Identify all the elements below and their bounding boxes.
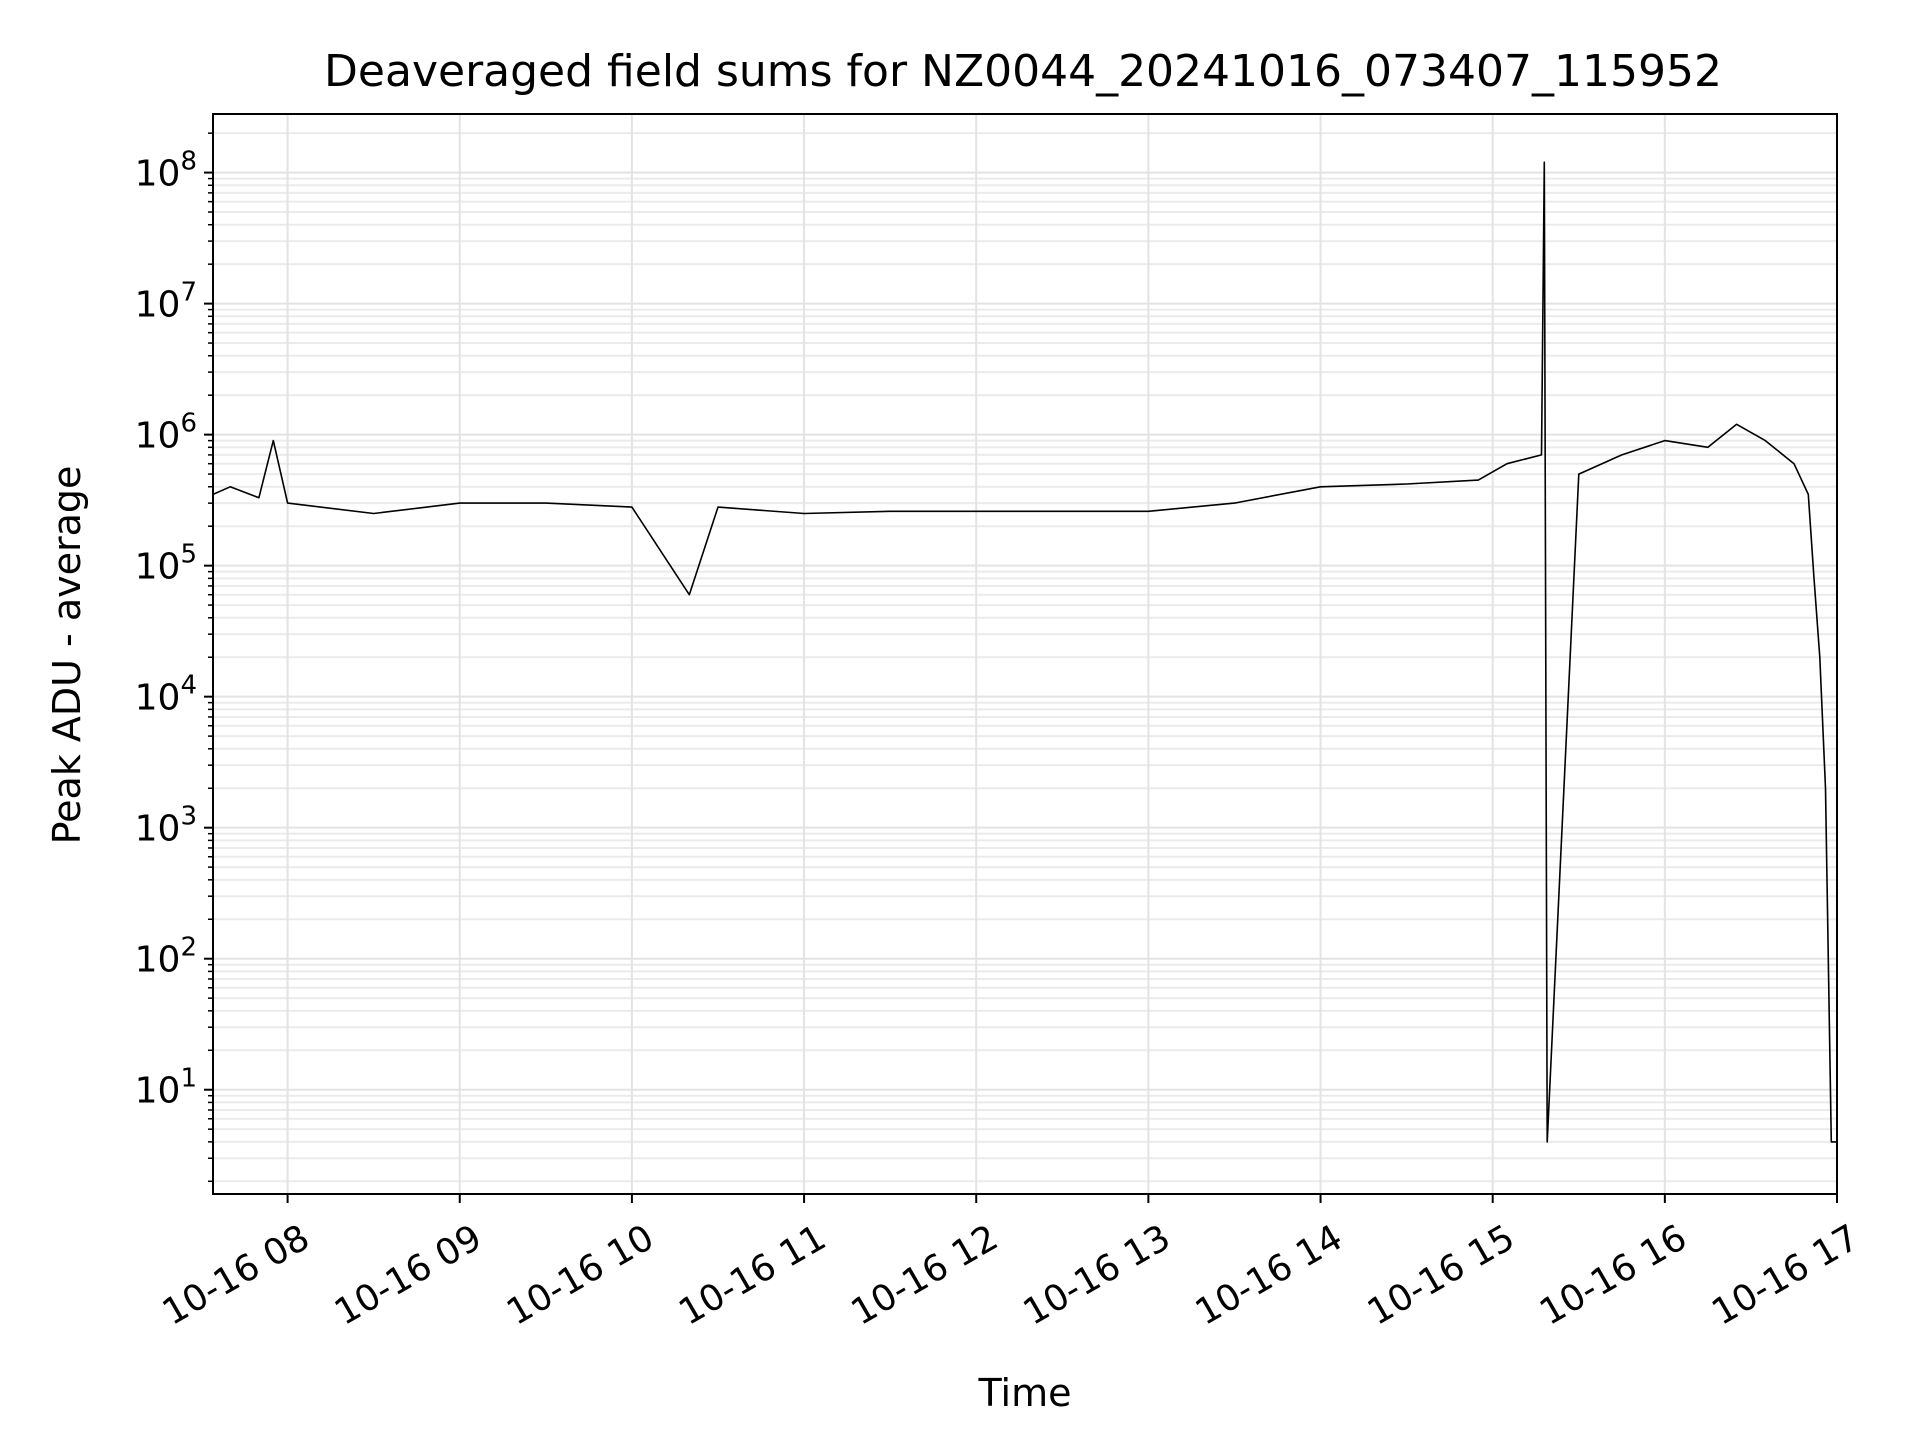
- x-tick-label: 10-16 14: [1189, 1217, 1350, 1333]
- y-tick-label: 103: [135, 802, 197, 850]
- y-tick-label: 108: [135, 147, 197, 195]
- y-axis: 101 102 103 104 105 106 107 108: [135, 132, 213, 1183]
- plot-frame: [212, 113, 1838, 1195]
- y-tick-label: 105: [135, 540, 197, 588]
- y-tick-label: 106: [135, 409, 197, 457]
- series-layer: [212, 161, 1837, 1143]
- grid: [213, 114, 1838, 1194]
- x-tick-label: 10-16 13: [1017, 1217, 1178, 1333]
- x-tick-label: 10-16 15: [1361, 1217, 1522, 1333]
- y-tick-label: 104: [135, 671, 197, 719]
- x-tick-label: 10-16 11: [672, 1217, 833, 1333]
- chart-title: Deaveraged field sums for NZ0044_2024101…: [324, 46, 1722, 97]
- y-tick-label: 102: [135, 933, 197, 981]
- x-axis-label: Time: [978, 1371, 1072, 1415]
- x-tick-label: 10-16 16: [1533, 1217, 1694, 1333]
- y-axis-label: Peak ADU - average: [45, 466, 89, 845]
- x-tick-label: 10-16 09: [328, 1217, 489, 1333]
- x-tick-label: 10-16 17: [1705, 1217, 1866, 1333]
- x-tick-label: 10-16 12: [844, 1217, 1005, 1333]
- y-tick-label: 107: [135, 278, 197, 326]
- y-tick-label: 101: [135, 1064, 197, 1112]
- series-line: [212, 161, 1837, 1143]
- x-tick-label: 10-16 08: [156, 1217, 317, 1333]
- x-axis: 10-16 08 10-16 09 10-16 10 10-16 11 10-16 12…: [156, 1194, 1866, 1334]
- x-tick-label: 10-16 10: [500, 1217, 661, 1333]
